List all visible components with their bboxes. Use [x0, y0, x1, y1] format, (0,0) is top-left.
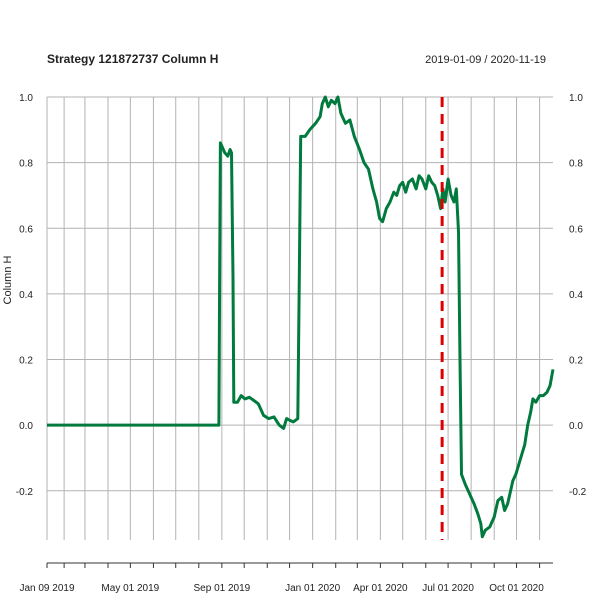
y-tick-label-right: 1.0	[569, 93, 583, 104]
x-tick-label: Oct 01 2020	[489, 583, 544, 594]
x-tick-label: Jan 01 2020	[285, 583, 340, 594]
y-tick-label-right: 0.2	[569, 356, 583, 367]
grid	[46, 96, 553, 540]
chart-title: Strategy 121872737 Column H	[47, 52, 218, 66]
y-tick-labels-right: -0.2 0.0 0.2 0.4 0.6 0.8 1.0	[569, 93, 587, 498]
y-tick-label-right: -0.2	[569, 487, 587, 498]
date-range-label: 2019-01-09 / 2020-11-19	[425, 54, 546, 66]
y-tick-label-right: 0.6	[569, 224, 583, 235]
y-axis-label: Column H	[2, 255, 14, 304]
x-tick-label: Jan 09 2019	[19, 583, 74, 594]
y-tick-label-left: 0.4	[19, 290, 33, 301]
y-tick-labels-left: -0.2 0.0 0.2 0.4 0.6 0.8 1.0	[16, 93, 34, 498]
x-tick-label: Apr 01 2020	[353, 583, 408, 594]
y-tick-label-right: 0.4	[569, 290, 583, 301]
y-tick-label-left: -0.2	[16, 487, 34, 498]
y-tick-label-left: 0.2	[19, 356, 33, 367]
x-axis: Jan 09 2019 May 01 2019 Sep 01 2019 Jan 01 …	[19, 562, 553, 594]
series-line-0	[47, 95, 555, 539]
y-tick-label-right: 0.0	[569, 421, 583, 432]
y-tick-label-left: 0.8	[19, 159, 33, 170]
y-tick-label-right: 0.8	[569, 159, 583, 170]
y-tick-label-left: 1.0	[19, 93, 33, 104]
y-tick-label-left: 0.0	[19, 421, 33, 432]
y-tick-label-left: 0.6	[19, 224, 33, 235]
x-tick-label: Jul 01 2020	[422, 583, 474, 594]
x-tick-label: Sep 01 2019	[194, 583, 251, 594]
series-layer	[47, 95, 555, 539]
x-tick-label: May 01 2019	[101, 583, 159, 594]
